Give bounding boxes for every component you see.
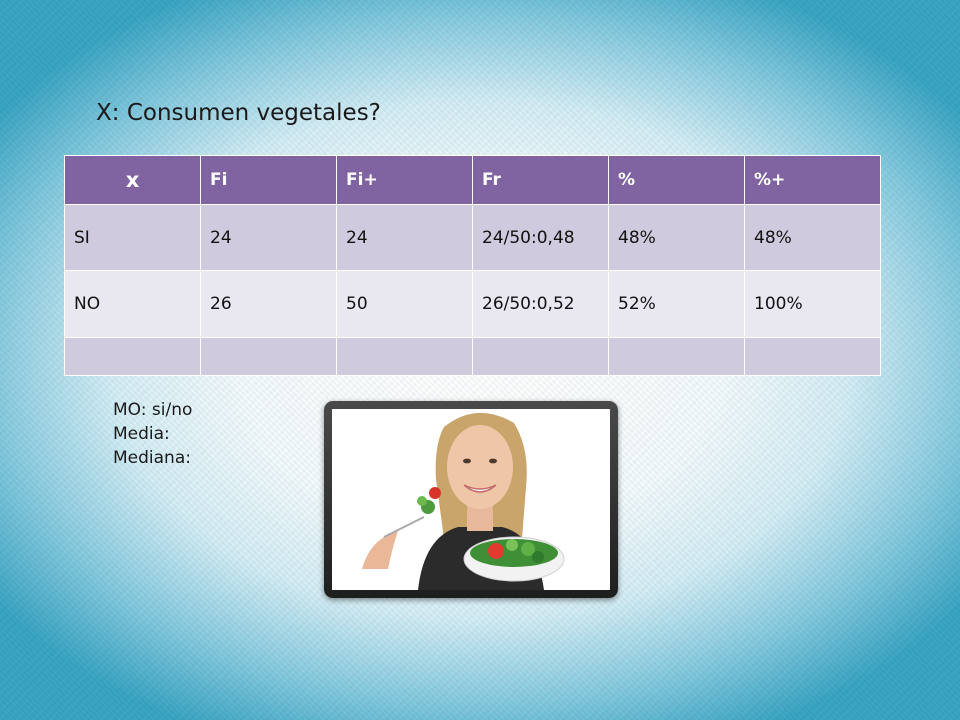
header-percent-cumulative: %+ — [744, 155, 881, 205]
photo-reflection — [324, 600, 618, 670]
table-cell: SI — [64, 204, 201, 271]
header-fi: Fi — [200, 155, 337, 205]
table-cell — [608, 337, 745, 376]
table-cell — [200, 337, 337, 376]
table-header-row: x Fi Fi+ Fr % %+ — [64, 155, 881, 205]
table-cell: 48% — [608, 204, 745, 271]
woman-eating-salad-image — [332, 409, 610, 590]
table-cell — [64, 337, 201, 376]
header-fr: Fr — [472, 155, 609, 205]
header-fi-cumulative: Fi+ — [336, 155, 473, 205]
woman-eating-salad-photo — [324, 401, 618, 598]
table-cell: 26 — [200, 270, 337, 338]
frequency-table: x Fi Fi+ Fr % %+ SI 24 24 24/50:0,48 48%… — [64, 155, 881, 376]
table-cell: 50 — [336, 270, 473, 338]
table-cell: 100% — [744, 270, 881, 338]
header-x: x — [64, 155, 201, 205]
table-row: SI 24 24 24/50:0,48 48% 48% — [64, 204, 881, 271]
table-cell — [336, 337, 473, 376]
table-cell — [744, 337, 881, 376]
table-cell: 24 — [336, 204, 473, 271]
table-cell: 24 — [200, 204, 337, 271]
mean-label: Media: — [113, 424, 170, 444]
mode-label: MO: si/no — [113, 400, 193, 420]
table-row: NO 26 50 26/50:0,52 52% 100% — [64, 270, 881, 338]
slide-title: X: Consumen vegetales? — [96, 100, 381, 126]
table-cell: 52% — [608, 270, 745, 338]
table-cell: 24/50:0,48 — [472, 204, 609, 271]
table-cell: 26/50:0,52 — [472, 270, 609, 338]
table-row — [64, 337, 881, 376]
statistics-notes: MO: si/no Media: Mediana: — [113, 398, 192, 470]
header-percent: % — [608, 155, 745, 205]
table-cell: NO — [64, 270, 201, 338]
median-label: Mediana: — [113, 448, 191, 468]
table-cell: 48% — [744, 204, 881, 271]
table-cell — [472, 337, 609, 376]
